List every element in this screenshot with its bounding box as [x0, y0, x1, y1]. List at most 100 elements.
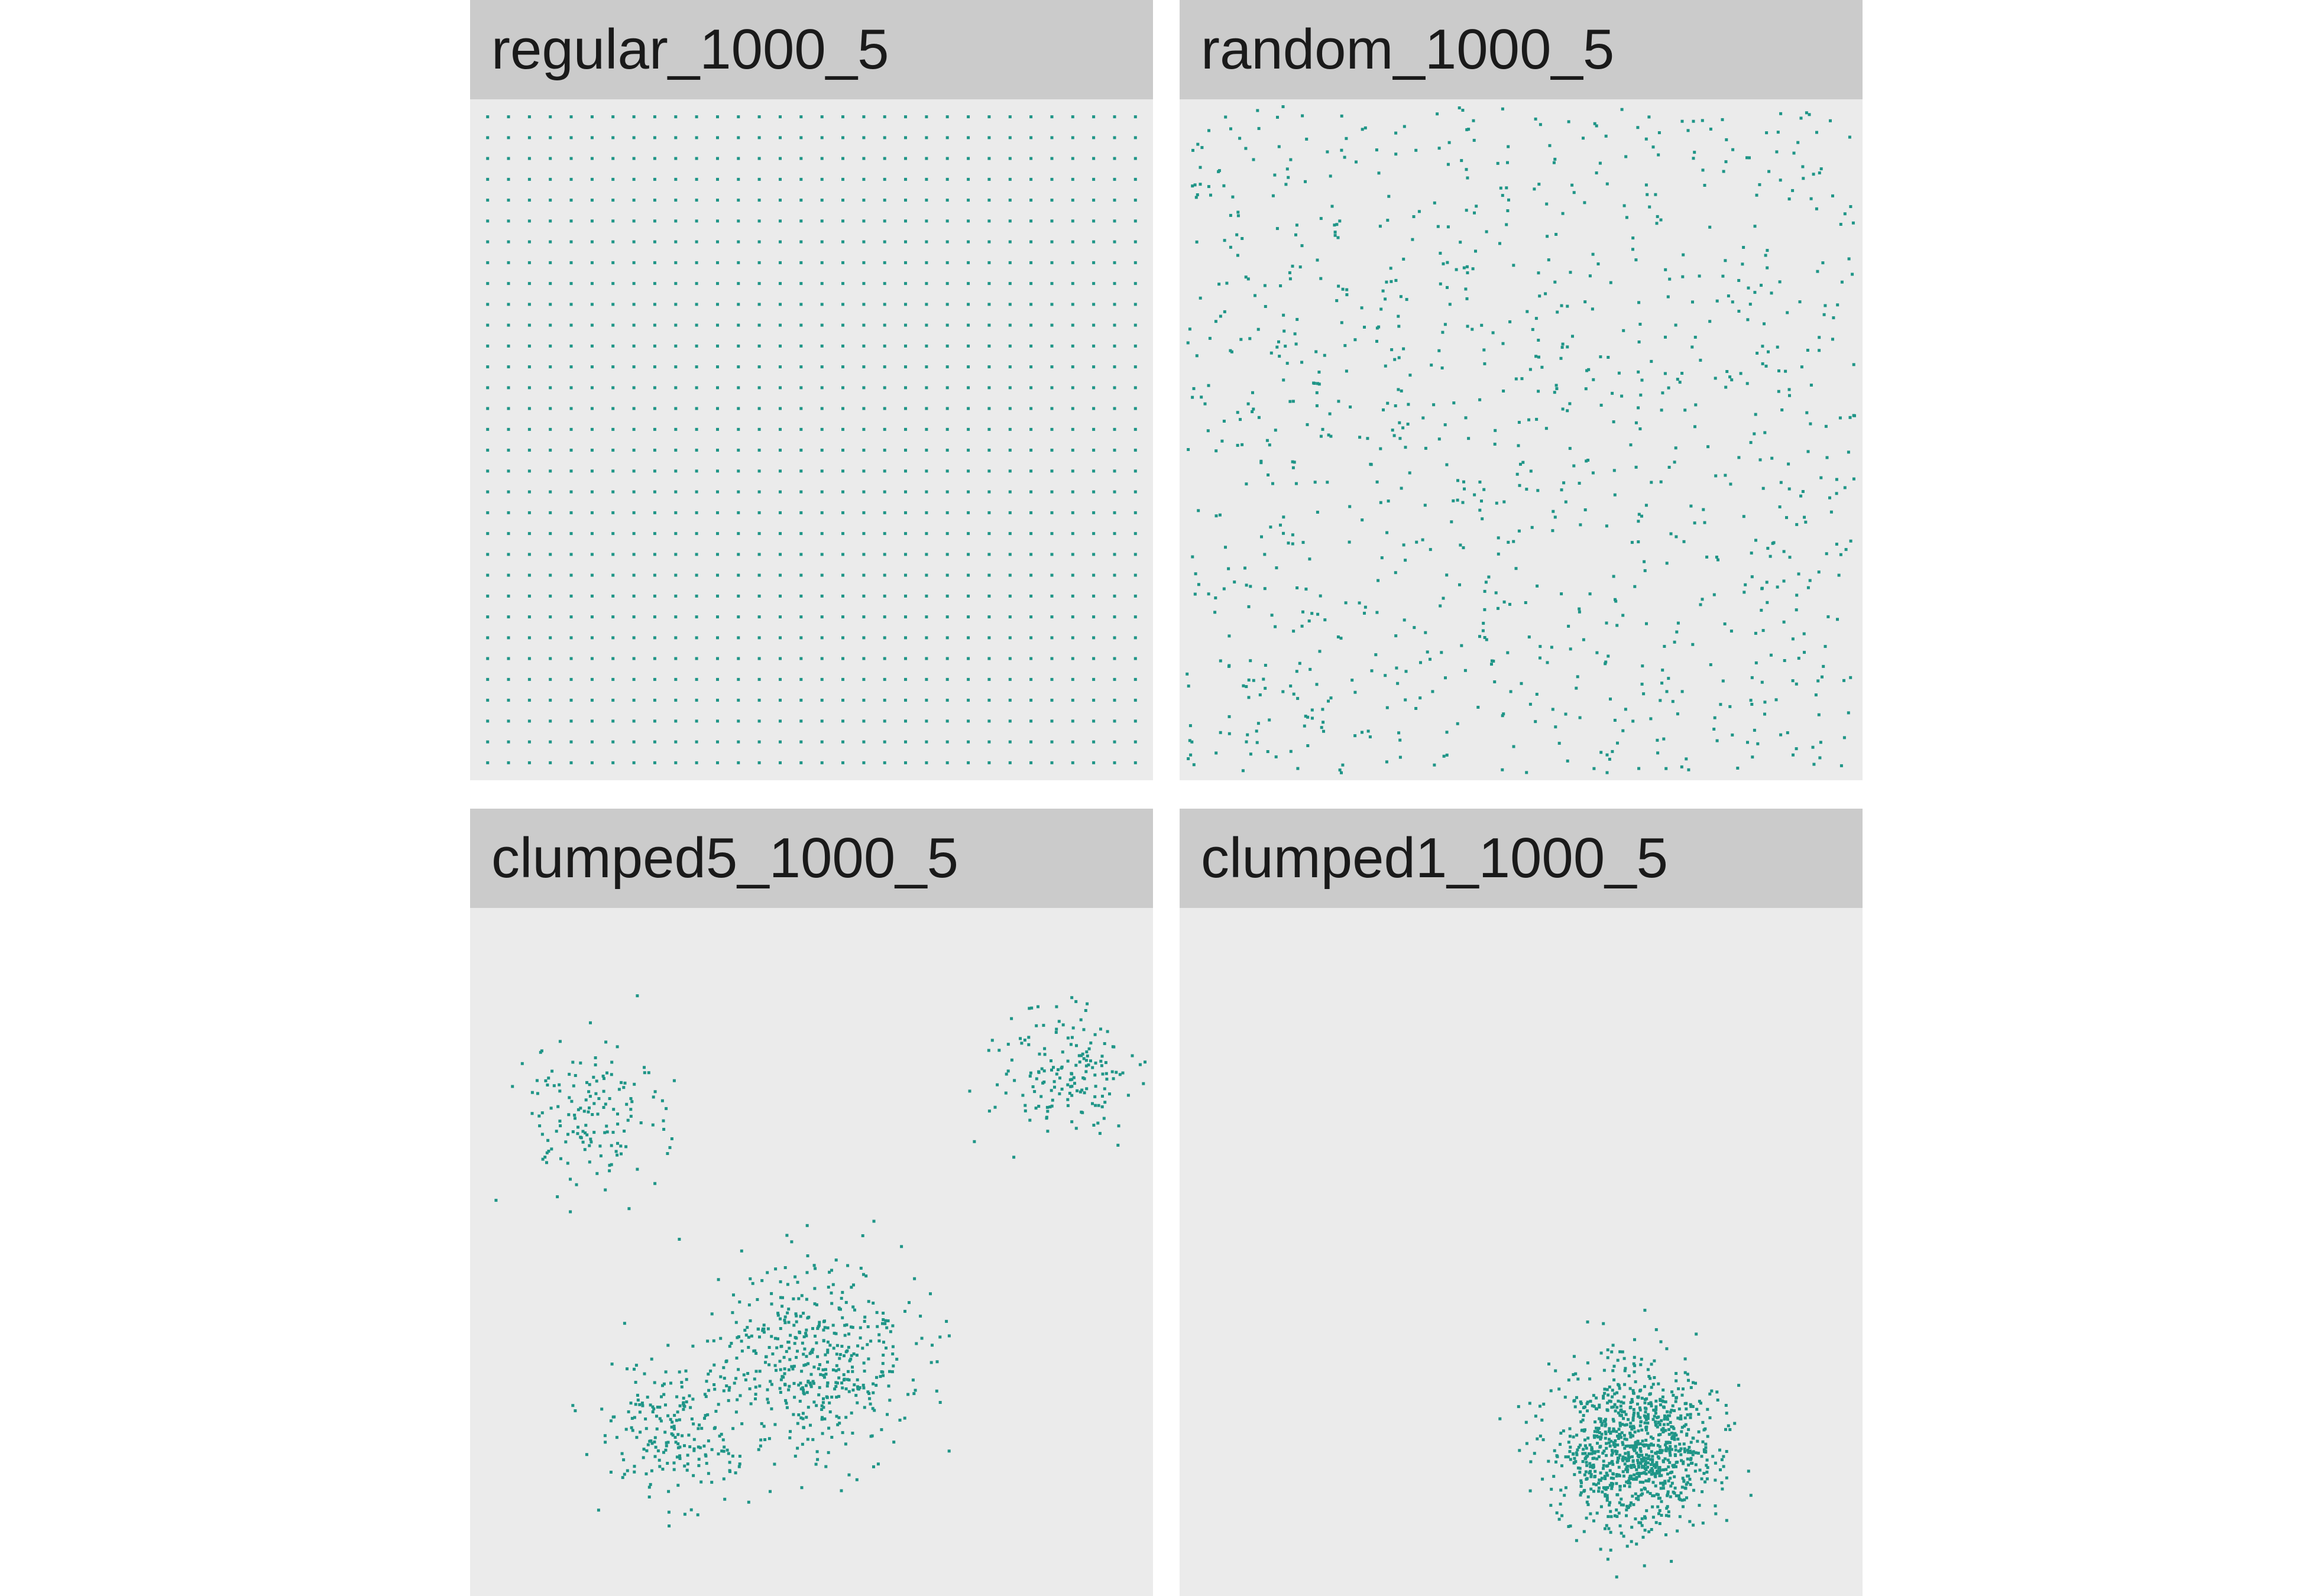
scatter-point [1336, 236, 1340, 239]
scatter-point [1620, 1414, 1623, 1417]
scatter-point [1715, 299, 1719, 303]
scatter-point [1612, 420, 1615, 424]
scatter-point [611, 136, 615, 140]
scatter-point [938, 1335, 942, 1339]
scatter-point [1683, 1402, 1687, 1406]
scatter-point [987, 615, 991, 619]
scatter-point [547, 1150, 550, 1153]
scatter-point [569, 449, 573, 452]
scatter-point [1705, 1458, 1709, 1462]
scatter-point [1658, 1522, 1662, 1525]
scatter-point [1133, 323, 1137, 327]
scatter-point [507, 219, 510, 223]
scatter-point [754, 1386, 757, 1389]
scatter-point [486, 511, 490, 514]
scatter-point [1010, 1058, 1013, 1062]
scatter-point [590, 657, 594, 660]
scatter-point [1690, 345, 1694, 349]
scatter-point [1851, 273, 1854, 276]
scatter-point [1571, 335, 1574, 338]
scatter-point [1599, 1445, 1602, 1448]
scatter-point [1576, 1466, 1580, 1470]
scatter-point [619, 1144, 623, 1148]
scatter-point [527, 136, 531, 140]
scatter-point [549, 740, 552, 744]
scatter-point [695, 657, 698, 660]
scatter-point [1719, 703, 1722, 706]
scatter-point [1431, 690, 1434, 693]
scatter-point [685, 1400, 688, 1404]
scatter-point [1843, 212, 1847, 216]
scatter-point [695, 157, 698, 160]
scatter-point [1660, 1451, 1663, 1454]
scatter-point [1455, 268, 1458, 271]
scatter-point [1207, 185, 1210, 189]
scatter-point [668, 1146, 672, 1149]
scatter-point [1029, 282, 1033, 286]
scatter-point [1327, 433, 1330, 437]
scatter-point [486, 657, 490, 660]
scatter-point [1609, 1430, 1612, 1434]
scatter-point [705, 1462, 708, 1465]
scatter-point [1396, 682, 1400, 685]
scatter-point [716, 240, 719, 244]
scatter-point [1583, 1488, 1586, 1492]
scatter-point [1029, 199, 1033, 202]
scatter-point [1620, 1503, 1623, 1507]
scatter-point [1527, 418, 1531, 421]
scatter-point [1633, 1355, 1636, 1359]
scatter-point [1133, 532, 1137, 536]
scatter-point [1748, 156, 1751, 160]
scatter-point [747, 1500, 750, 1504]
scatter-point [590, 136, 594, 140]
scatter-point [558, 1089, 562, 1093]
scatter-point [632, 157, 636, 160]
scatter-point [779, 365, 782, 369]
scatter-point [1518, 1449, 1521, 1452]
scatter-point [611, 427, 615, 431]
scatter-point [1303, 724, 1306, 728]
scatter-point [1599, 1505, 1603, 1509]
scatter-point [1452, 401, 1456, 405]
scatter-point [820, 469, 824, 473]
scatter-point [588, 1144, 591, 1147]
scatter-point [1092, 1124, 1096, 1127]
scatter-point [590, 615, 594, 619]
scatter-point [1338, 768, 1342, 772]
scatter-point [1702, 1472, 1706, 1475]
scatter-point [1687, 768, 1690, 771]
plot-area [470, 99, 1153, 780]
scatter-point [1029, 469, 1033, 473]
scatter-point [652, 1095, 655, 1099]
scatter-point [1103, 1042, 1106, 1045]
scatter-point [1808, 113, 1811, 116]
scatter-point [1579, 1479, 1583, 1483]
scatter-point [716, 177, 719, 181]
scatter-point [622, 1086, 626, 1089]
scatter-point [1340, 321, 1343, 325]
scatter-point [703, 1416, 706, 1420]
scatter-point [779, 282, 782, 286]
scatter-point [569, 323, 573, 327]
scatter-point [1080, 1088, 1084, 1092]
scatter-point [611, 177, 615, 181]
scatter-point [1529, 469, 1533, 473]
scatter-point [680, 1385, 684, 1389]
scatter-point [632, 219, 636, 223]
scatter-point [1628, 1485, 1631, 1488]
scatter-point [569, 386, 573, 390]
scatter-point [1660, 1500, 1663, 1503]
scatter-point [987, 761, 991, 764]
scatter-point [820, 532, 824, 536]
scatter-point [1685, 1432, 1689, 1436]
scatter-point [1575, 1433, 1579, 1437]
scatter-point [1567, 1378, 1570, 1382]
scatter-point [1657, 153, 1660, 157]
scatter-point [1622, 1357, 1626, 1360]
scatter-point [1361, 128, 1364, 131]
scatter-point [507, 573, 510, 577]
scatter-point [569, 490, 573, 494]
scatter-point [1461, 501, 1465, 504]
scatter-point [632, 490, 636, 494]
scatter-point [754, 1370, 758, 1373]
